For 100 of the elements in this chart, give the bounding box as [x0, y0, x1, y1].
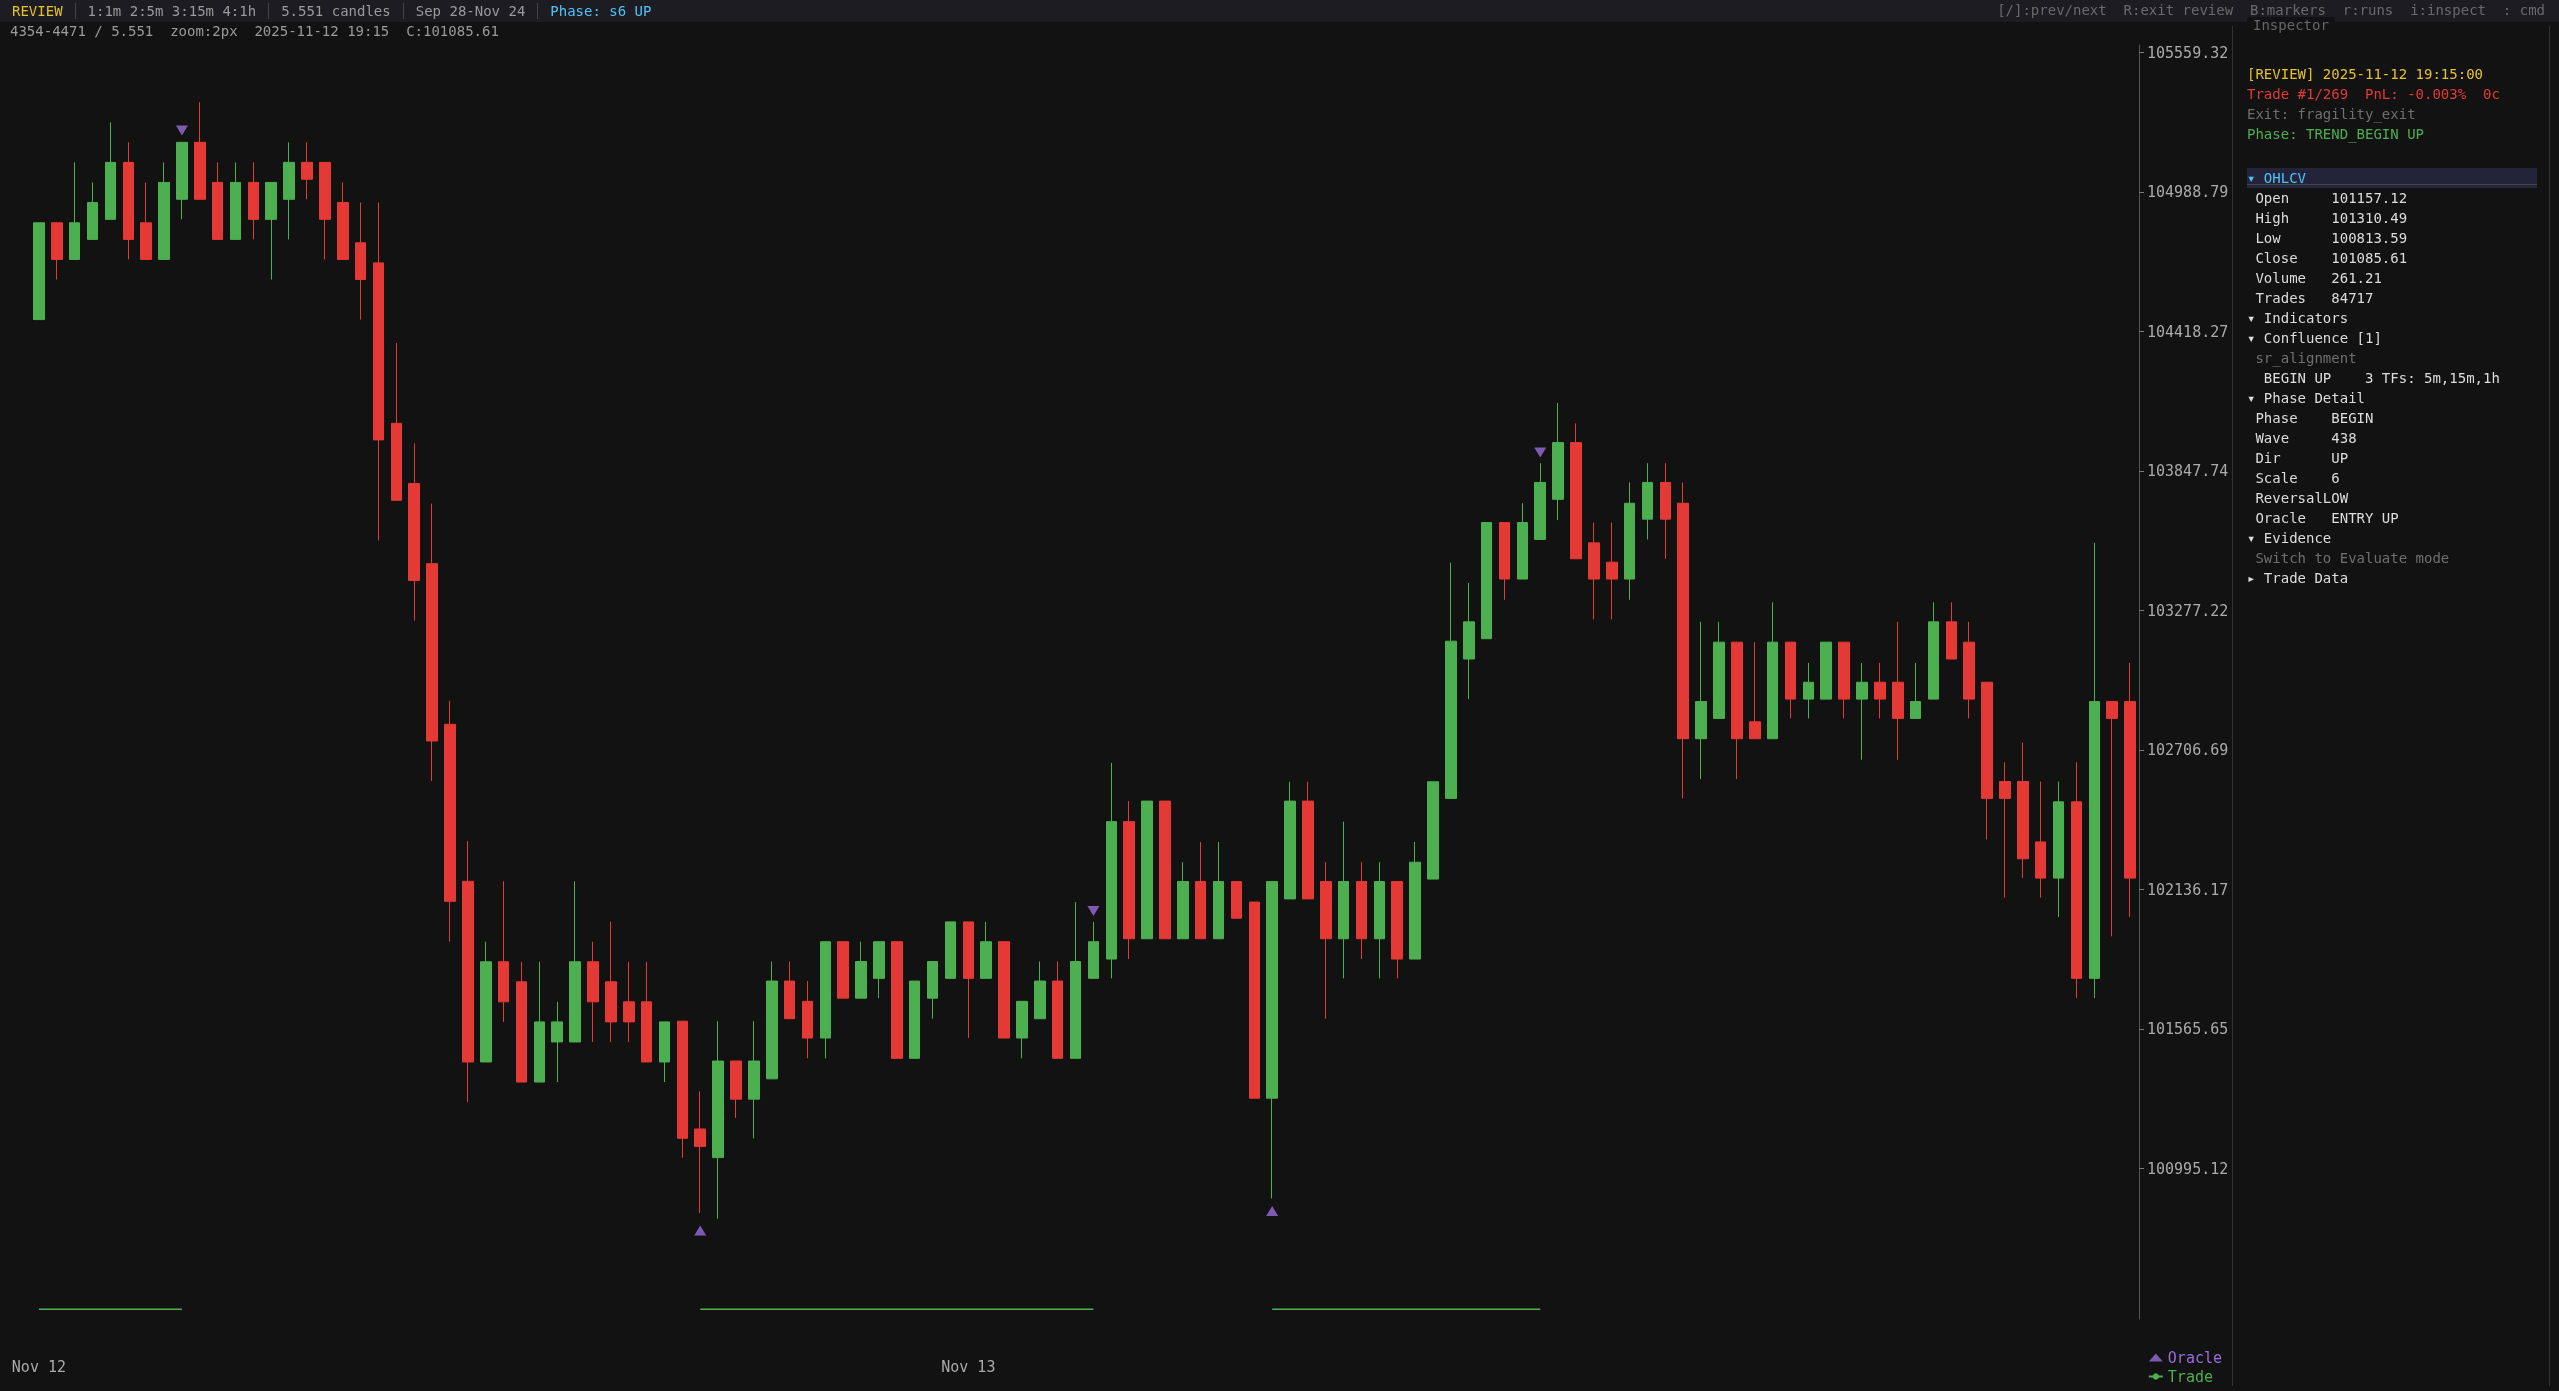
- candlestick: [802, 980, 813, 1059]
- candlestick: [337, 181, 349, 260]
- candlestick: [248, 161, 259, 240]
- candlestick: [694, 1090, 706, 1214]
- candlestick: [1231, 881, 1242, 919]
- candlestick: [1517, 502, 1528, 580]
- candlestick: [659, 1021, 670, 1083]
- candlestick: [1892, 621, 1904, 761]
- candlestick: [1374, 861, 1385, 979]
- text: 1:1m 2:5m 3:15m 4:1h: [74, 3, 269, 19]
- candlestick: [391, 342, 402, 501]
- text: Exit: fragility_exit: [2247, 105, 2417, 124]
- text: Scale 6: [2254, 469, 2341, 488]
- text: ▸ Trade Data: [2247, 569, 2350, 588]
- y-tick-label: 100995.12: [2147, 1159, 2229, 1178]
- y-tick-label: 103847.74: [2147, 462, 2229, 481]
- candlestick: [480, 941, 492, 1063]
- candlestick: [1660, 462, 1671, 560]
- text: BEGIN UP 3 TFs: 5m,15m,1h: [2262, 369, 2501, 388]
- candlestick: [1731, 641, 1743, 780]
- point: [1087, 906, 1100, 917]
- candlestick: [1481, 522, 1492, 640]
- candlestick: [1499, 522, 1510, 601]
- candlestick: [105, 121, 116, 220]
- candlestick: [1713, 621, 1725, 719]
- candlestick: [1195, 841, 1206, 940]
- candlestick: [283, 141, 295, 240]
- text: Open 101157.12: [2254, 189, 2409, 208]
- candlestick: [1624, 481, 1635, 601]
- candlestick: [1767, 601, 1778, 740]
- text: Phase: TREND_BEGIN UP: [2247, 125, 2425, 144]
- candlestick: [2053, 781, 2064, 918]
- candlestick: [230, 161, 241, 240]
- candlestick: [1463, 582, 1475, 700]
- y-tick-label: 104988.79: [2147, 183, 2229, 202]
- candlestick: [998, 941, 1010, 1039]
- candlestick: [408, 442, 420, 622]
- candlestick: [1749, 641, 1761, 740]
- text: Wave 438: [2254, 429, 2358, 448]
- candlestick: [373, 201, 384, 541]
- candlestick: [980, 921, 992, 979]
- candlestick: [1642, 462, 1653, 540]
- candlestick: [1249, 901, 1260, 1099]
- text: ▾ Phase Detail: [2247, 389, 2366, 408]
- candlestick: [498, 880, 509, 1023]
- candlestick: [1946, 601, 1957, 660]
- candlestick: [1034, 961, 1046, 1020]
- candlestick: [1266, 881, 1278, 1199]
- point: [1266, 1205, 1279, 1216]
- candlestick: [837, 941, 849, 999]
- candlestick: [176, 141, 188, 220]
- candlestick: [909, 980, 920, 1059]
- candlestick: [927, 961, 938, 1020]
- candlestick: [2124, 662, 2136, 918]
- candlestick: [1874, 662, 1886, 719]
- candlestick: [641, 961, 652, 1063]
- point: [175, 125, 188, 136]
- candlestick: [140, 181, 152, 260]
- point: [694, 1225, 707, 1236]
- candlestick: [301, 141, 313, 200]
- candlestick: [319, 161, 331, 260]
- candlestick: [1177, 861, 1189, 940]
- text: Sep 28-Nov 24: [402, 3, 538, 19]
- candlestick: [1284, 781, 1296, 900]
- candlestick: [2106, 701, 2118, 937]
- text: Phase BEGIN: [2254, 409, 2375, 428]
- candlestick: [1999, 761, 2011, 899]
- text: Trade #1/269 PnL: -0.003% 0c: [2247, 85, 2501, 104]
- candlestick: [194, 101, 206, 200]
- text: Trades 84717: [2254, 289, 2375, 308]
- candlestick: [891, 941, 903, 1059]
- candlestick: [1928, 601, 1939, 700]
- candlestick: [963, 921, 974, 1039]
- text: sr_alignment: [2254, 349, 2358, 368]
- text: Volume 261.21: [2254, 269, 2383, 288]
- candlestick: [945, 921, 956, 979]
- candlestick: [873, 941, 885, 999]
- candlestick: [1695, 621, 1707, 780]
- candlestick: [766, 961, 778, 1080]
- candlestick: [1106, 762, 1117, 979]
- candlestick: [1302, 781, 1314, 900]
- text: Dir UP: [2254, 449, 2350, 468]
- candlestick: [123, 141, 134, 260]
- text: Close 101085.61: [2254, 249, 2409, 268]
- text: High 101310.49: [2254, 209, 2409, 228]
- candlestick: [1606, 522, 1618, 620]
- candlestick: [1070, 901, 1081, 1059]
- y-tick-label: 101565.65: [2147, 1020, 2229, 1039]
- candlestick: [1981, 681, 1993, 840]
- candlestick: [1910, 662, 1921, 719]
- candlestick: [1570, 422, 1582, 560]
- candlestick: [587, 941, 599, 1043]
- candlestick: [444, 700, 456, 943]
- candlestick: [158, 161, 170, 260]
- candlestick: [1552, 402, 1564, 521]
- candlestick: [820, 941, 831, 1059]
- text: [REVIEW] 2025-11-12 19:15:00: [2247, 65, 2484, 84]
- candlestick: [462, 840, 474, 1103]
- text: ▾ Evidence: [2247, 529, 2333, 548]
- candlestick: [1356, 861, 1367, 960]
